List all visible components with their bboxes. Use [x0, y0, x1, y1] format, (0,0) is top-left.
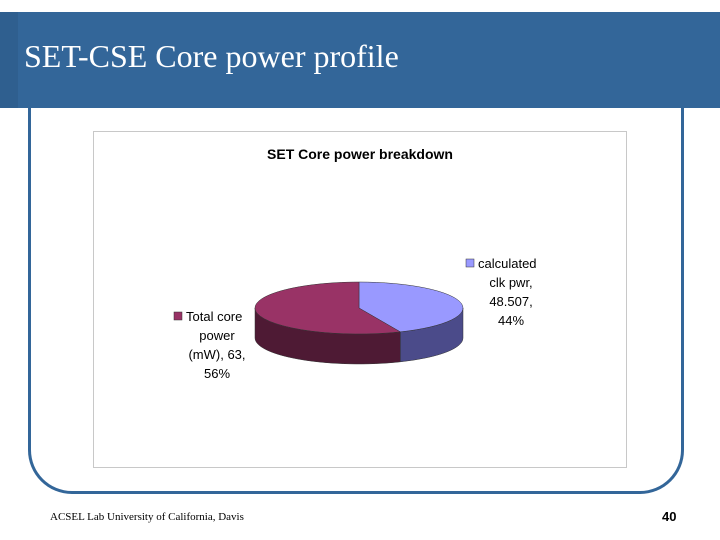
title-bar: SET-CSE Core power profile — [0, 12, 720, 108]
data-label-line: calculated — [478, 256, 537, 271]
footer-text: ACSEL Lab University of California, Davi… — [50, 511, 244, 523]
data-label-line: power — [199, 328, 235, 343]
pie-slices — [254, 281, 464, 365]
pie-slice-1 — [254, 281, 402, 335]
chart-area: SET Core power breakdown calculated clk p… — [93, 131, 627, 468]
data-label-line: clk pwr, — [489, 275, 532, 290]
data-label-line: (mW), 63, — [188, 347, 245, 362]
data-label-line: 48.507, — [489, 294, 532, 309]
slide-title: SET-CSE Core power profile — [24, 38, 399, 74]
page-number: 40 — [662, 509, 677, 524]
title-bar-shade — [0, 12, 18, 108]
legend-swatch-1 — [173, 311, 183, 321]
content-frame — [28, 100, 684, 494]
data-label-0: calculated clk pwr, 48.507, 44% — [478, 256, 537, 328]
data-label-1: Total core power (mW), 63, 56% — [186, 309, 246, 381]
legend-swatch-0 — [465, 258, 475, 268]
pie-slice-0 — [358, 281, 464, 333]
pie-legend: calculated clk pwr, 48.507, 44% Total core po… — [173, 256, 537, 381]
data-label-line: 56% — [204, 366, 230, 381]
chart-title: SET Core power breakdown — [267, 146, 453, 162]
pie-chart: SET Core power breakdown calculated clk p… — [173, 146, 537, 381]
data-label-line: 44% — [498, 313, 524, 328]
data-label-line: Total core — [186, 309, 242, 324]
